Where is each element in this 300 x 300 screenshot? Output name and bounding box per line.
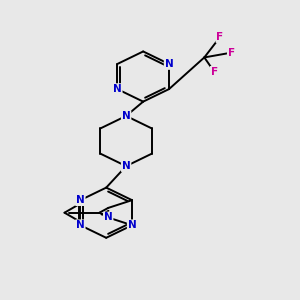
Text: N: N <box>128 220 136 230</box>
Text: N: N <box>104 212 112 223</box>
Text: F: F <box>216 32 224 42</box>
Text: N: N <box>113 84 122 94</box>
Text: N: N <box>122 111 130 121</box>
Text: N: N <box>76 220 85 230</box>
Text: N: N <box>122 161 130 171</box>
Text: N: N <box>165 59 173 69</box>
Text: N: N <box>76 195 85 205</box>
Text: F: F <box>228 48 235 58</box>
Text: F: F <box>211 67 218 77</box>
